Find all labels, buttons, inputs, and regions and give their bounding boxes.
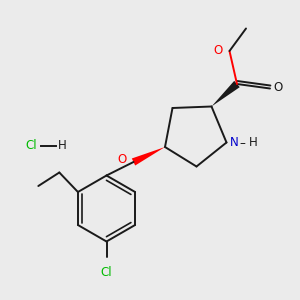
Text: O: O	[214, 44, 223, 58]
Text: O: O	[274, 81, 283, 94]
Text: Cl: Cl	[26, 139, 38, 152]
Text: H: H	[249, 136, 258, 149]
Text: –: –	[239, 136, 245, 150]
Polygon shape	[212, 81, 240, 106]
Text: O: O	[118, 153, 127, 166]
Text: N: N	[230, 136, 239, 149]
Text: Cl: Cl	[101, 266, 112, 278]
Polygon shape	[132, 147, 165, 166]
Text: H: H	[58, 139, 66, 152]
